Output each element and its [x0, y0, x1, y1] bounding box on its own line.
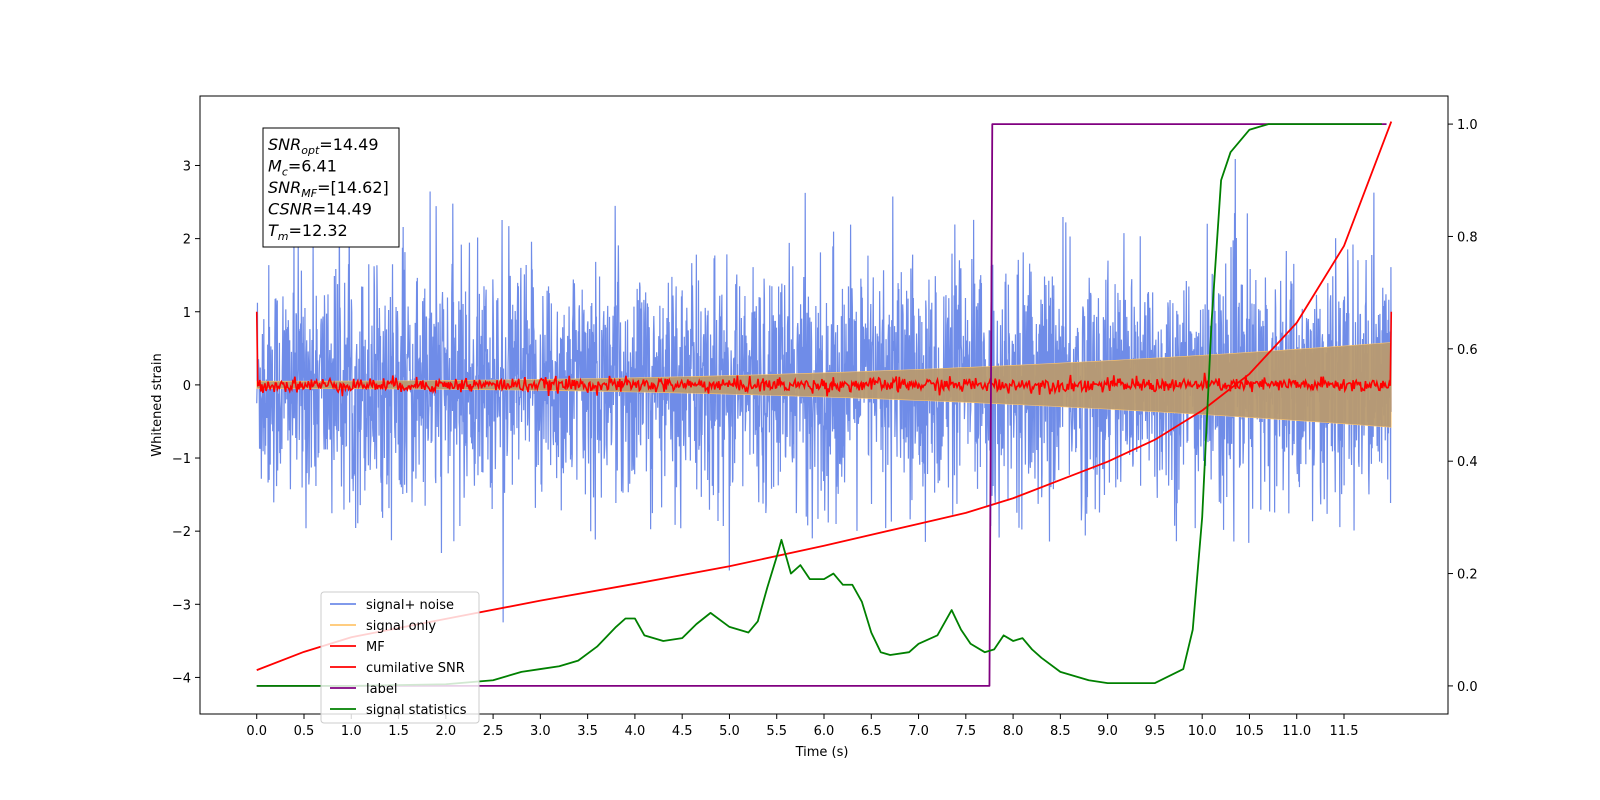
legend-label: cumilative SNR	[366, 661, 465, 676]
y-left-tick-label: −3	[172, 598, 191, 613]
x-axis-ticks: 0.0 0.5 1.0 1.5 2.0 2.5 3.0 3.5 4.0 4.5 5.0 5.5 6.0 6…	[246, 714, 1358, 739]
info-box-line: SNRMF=[14.62]	[268, 178, 389, 200]
y-left-tick-label: −4	[172, 671, 191, 686]
y-left-tick-label: 1	[183, 306, 191, 321]
legend-frame	[320, 591, 480, 724]
x-tick-label: 2.0	[435, 724, 456, 739]
x-tick-label: 8.0	[1003, 724, 1024, 739]
x-tick-label: 8.5	[1050, 724, 1071, 739]
legend-label: signal statistics	[366, 703, 467, 718]
y-right-tick-label: 0.0	[1457, 680, 1478, 695]
legend: signal+ noise signal only MF cumilative SNR…	[320, 591, 480, 724]
x-tick-label: 6.0	[814, 724, 835, 739]
info-box-line: SNRopt=14.49	[268, 135, 379, 157]
y-left-tick-label: −2	[172, 525, 191, 540]
y-axis-left-ticks: 3 2 1 0 −1 −2 −3 −4	[172, 159, 200, 686]
x-tick-label: 9.5	[1145, 724, 1166, 739]
legend-label: signal+ noise	[366, 598, 454, 613]
y-left-tick-label: 3	[183, 159, 191, 174]
info-box-line: CSNR=14.49	[268, 200, 372, 219]
y-left-tick-label: 2	[183, 233, 191, 248]
x-tick-label: 0.5	[294, 724, 315, 739]
info-box: SNRopt=14.49Mc=6.41SNRMF=[14.62]CSNR=14.…	[262, 127, 400, 248]
y-right-tick-label: 1.0	[1457, 118, 1478, 133]
x-tick-label: 10.0	[1188, 724, 1217, 739]
x-tick-label: 3.5	[577, 724, 598, 739]
y-right-tick-label: 0.8	[1457, 230, 1478, 245]
y-right-tick-label: 0.4	[1457, 455, 1478, 470]
x-tick-label: 0.0	[246, 724, 267, 739]
y-right-tick-label: 0.6	[1457, 343, 1478, 358]
x-tick-label: 10.5	[1235, 724, 1264, 739]
legend-label: label	[366, 682, 397, 697]
x-tick-label: 1.0	[341, 724, 362, 739]
x-tick-label: 3.0	[530, 724, 551, 739]
y-left-tick-label: −1	[172, 452, 191, 467]
legend-label: signal only	[366, 619, 436, 634]
x-axis-label: Time (s)	[795, 745, 849, 760]
y-axis-right-ticks: 1.0 0.8 0.6 0.4 0.2 0.0	[1448, 118, 1478, 695]
x-tick-label: 11.5	[1330, 724, 1359, 739]
y-axis-left-label: Whitened strain	[150, 353, 165, 456]
series-signal-statistics-line	[256, 123, 1382, 687]
x-tick-label: 1.5	[388, 724, 409, 739]
x-tick-label: 7.5	[955, 724, 976, 739]
y-left-tick-label: 0	[183, 379, 191, 394]
info-box-line: Mc=6.41	[268, 157, 337, 179]
series-label-line	[256, 123, 1387, 687]
x-tick-label: 4.0	[625, 724, 646, 739]
x-tick-label: 9.0	[1097, 724, 1118, 739]
x-tick-label: 11.0	[1282, 724, 1311, 739]
info-box-line: Tm=12.32	[268, 221, 348, 243]
y-right-tick-label: 0.2	[1457, 568, 1478, 583]
x-tick-label: 4.5	[672, 724, 693, 739]
info-box-frame	[262, 127, 400, 248]
x-tick-label: 2.5	[483, 724, 504, 739]
x-tick-label: 7.0	[908, 724, 929, 739]
x-tick-label: 6.5	[861, 724, 882, 739]
legend-label: MF	[366, 640, 385, 655]
x-tick-label: 5.5	[766, 724, 787, 739]
series-mf-line	[255, 311, 1393, 397]
x-tick-label: 5.0	[719, 724, 740, 739]
